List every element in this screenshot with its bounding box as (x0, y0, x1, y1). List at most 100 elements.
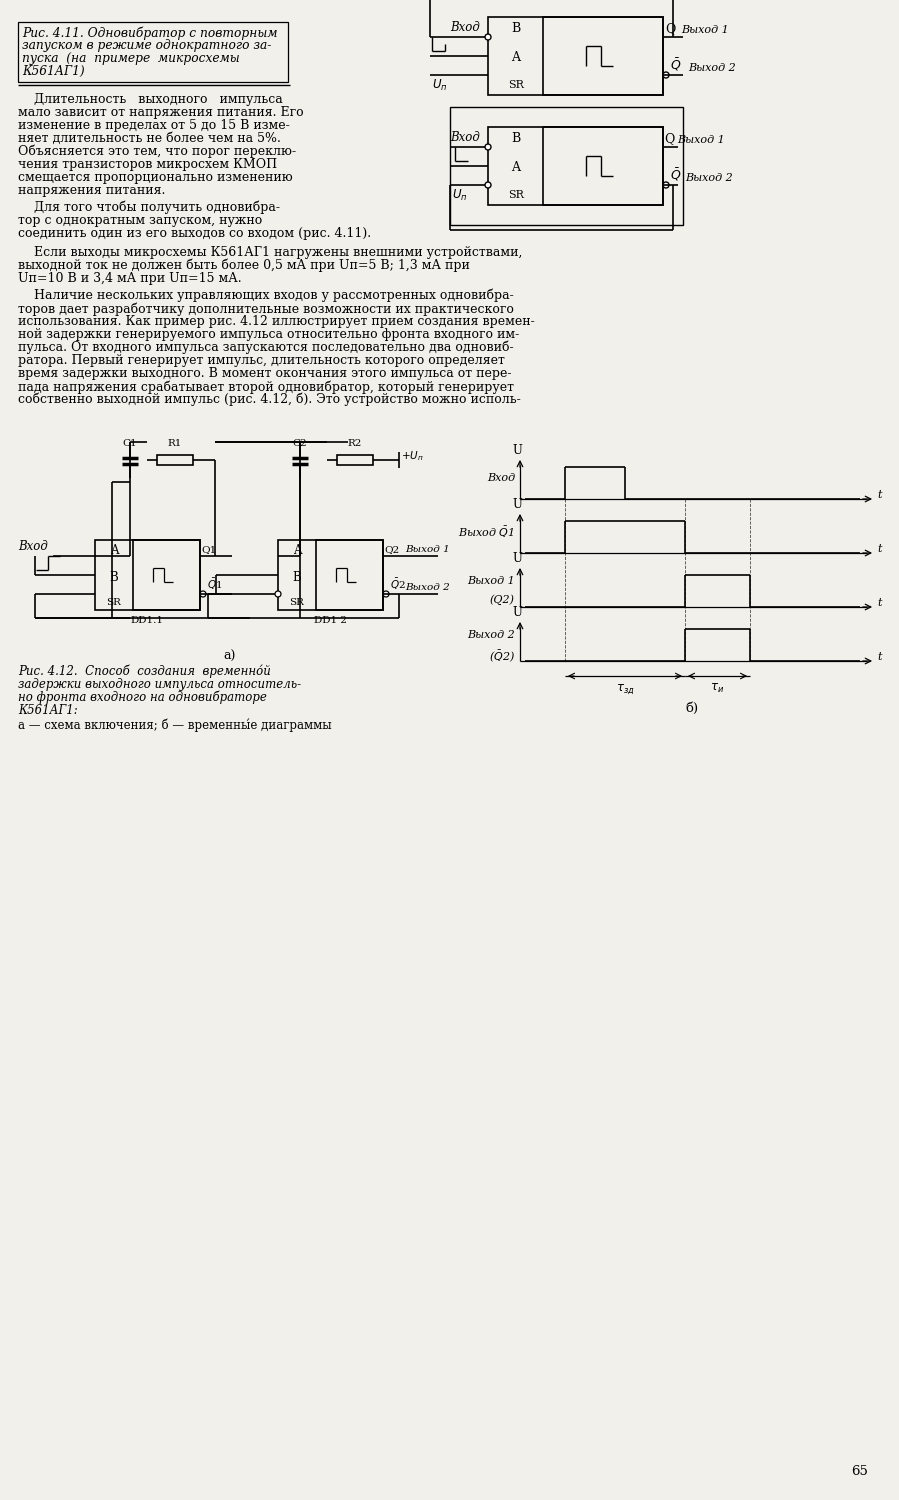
Text: ной задержки генерируемого импульса относительно фронта входного им-: ной задержки генерируемого импульса отно… (18, 328, 520, 340)
Text: Для того чтобы получить одновибра-: Для того чтобы получить одновибра- (18, 201, 280, 214)
Text: Выход 1: Выход 1 (467, 576, 515, 586)
Text: t: t (877, 544, 882, 554)
Text: Выход $\bar{Q}$1: Выход $\bar{Q}$1 (458, 525, 515, 540)
Text: а): а) (224, 650, 236, 663)
Text: t: t (877, 652, 882, 662)
Bar (95, 540, 200, 610)
Circle shape (663, 72, 669, 78)
Text: Q1: Q1 (201, 544, 217, 554)
Text: t: t (877, 598, 882, 608)
Text: A: A (512, 160, 521, 174)
Text: Наличие нескольких управляющих входов у рассмотренных одновибра-: Наличие нескольких управляющих входов у … (18, 290, 513, 303)
Text: A: A (512, 51, 521, 64)
Text: Вход: Вход (450, 130, 480, 144)
Text: Вход: Вход (487, 472, 515, 483)
Circle shape (383, 591, 389, 597)
Bar (18, 22, 288, 82)
Text: К561АГ1:: К561АГ1: (18, 704, 77, 717)
Bar (488, 128, 663, 206)
Circle shape (485, 144, 491, 150)
Text: пада напряжения срабатывает второй одновибратор, который генерирует: пада напряжения срабатывает второй однов… (18, 380, 514, 393)
Bar (278, 540, 383, 610)
Bar (450, 106, 683, 225)
Text: $\bar{Q}$: $\bar{Q}$ (670, 166, 681, 183)
Bar (133, 540, 200, 610)
Text: (Q2): (Q2) (490, 594, 515, 604)
Text: запуском в режиме однократного за-: запуском в режиме однократного за- (22, 39, 271, 53)
Text: DD1.1: DD1.1 (130, 616, 164, 626)
Bar (337, 454, 373, 465)
Circle shape (485, 182, 491, 188)
Text: тор с однократным запуском, нужно: тор с однократным запуском, нужно (18, 214, 263, 226)
Text: $\bar{Q}$1: $\bar{Q}$1 (207, 578, 222, 592)
Bar (543, 128, 663, 206)
Text: соединить один из его выходов со входом (рис. 4.11).: соединить один из его выходов со входом … (18, 226, 371, 240)
Text: торов дает разработчику дополнительные возможности их практического: торов дает разработчику дополнительные в… (18, 302, 514, 315)
Text: К561АГ1): К561АГ1) (22, 64, 85, 78)
Text: Вход: Вход (18, 540, 48, 554)
Text: $+U_п$: $+U_п$ (401, 448, 423, 464)
Text: B: B (512, 132, 521, 146)
Text: Выход 1: Выход 1 (681, 26, 729, 34)
Text: $\bar{Q}$2: $\bar{Q}$2 (390, 578, 405, 592)
Text: C2: C2 (293, 440, 307, 448)
Circle shape (200, 591, 206, 597)
Text: Рис. 4.11. Одновибратор с повторным: Рис. 4.11. Одновибратор с повторным (22, 26, 278, 39)
Text: Выход 2: Выход 2 (685, 172, 733, 183)
Text: $\bar{Q}$: $\bar{Q}$ (670, 57, 681, 74)
Text: ($\bar{Q}$2): ($\bar{Q}$2) (489, 648, 515, 663)
Text: время задержки выходного. В момент окончания этого импульса от пере-: время задержки выходного. В момент оконч… (18, 368, 512, 380)
Text: Выход 2: Выход 2 (467, 630, 515, 640)
Text: SR: SR (508, 80, 524, 90)
Text: Рис. 4.12.  Способ  создания  временно́й: Рис. 4.12. Способ создания временно́й (18, 664, 271, 678)
Text: B: B (512, 22, 521, 34)
Text: Выход 1: Выход 1 (405, 544, 450, 554)
Text: пуска  (на  примере  микросхемы: пуска (на примере микросхемы (22, 53, 240, 64)
Bar (157, 454, 193, 465)
Circle shape (663, 182, 669, 188)
Text: Uп=10 В и 3,4 мА при Uп=15 мА.: Uп=10 В и 3,4 мА при Uп=15 мА. (18, 272, 242, 285)
Text: t: t (877, 490, 882, 500)
Text: Выход 1: Выход 1 (677, 135, 725, 146)
Text: $\tau_{зд}$: $\tau_{зд}$ (616, 682, 635, 696)
Text: задержки выходного импульса относитель-: задержки выходного импульса относитель- (18, 678, 301, 692)
Text: B: B (293, 572, 301, 584)
Text: SR: SR (289, 598, 305, 608)
Text: собственно выходной импульс (рис. 4.12, б). Это устройство можно исполь-: собственно выходной импульс (рис. 4.12, … (18, 393, 521, 406)
Text: Если выходы микросхемы К561АГ1 нагружены внешними устройствами,: Если выходы микросхемы К561АГ1 нагружены… (18, 246, 522, 259)
Text: 65: 65 (851, 1466, 868, 1478)
Text: U: U (512, 552, 522, 566)
Text: использования. Как пример рис. 4.12 иллюстрирует прием создания времен-: использования. Как пример рис. 4.12 иллю… (18, 315, 535, 328)
Text: Вход: Вход (450, 21, 480, 34)
Text: Объясняется это тем, что порог переклю-: Объясняется это тем, что порог переклю- (18, 146, 296, 159)
Text: Q2: Q2 (384, 544, 399, 554)
Text: SR: SR (508, 190, 524, 200)
Circle shape (485, 34, 491, 40)
Text: няет длительность не более чем на 5%.: няет длительность не более чем на 5%. (18, 132, 280, 146)
Text: Q: Q (664, 132, 674, 146)
Text: Q: Q (665, 22, 675, 34)
Text: изменение в пределах от 5 до 15 В изме-: изменение в пределах от 5 до 15 В изме- (18, 118, 289, 132)
Text: R2: R2 (348, 440, 362, 448)
Text: б): б) (685, 702, 699, 715)
Text: DD1 2: DD1 2 (314, 616, 346, 626)
Bar (488, 16, 663, 94)
Text: R1: R1 (168, 440, 182, 448)
Text: мало зависит от напряжения питания. Его: мало зависит от напряжения питания. Его (18, 106, 304, 118)
Text: а — схема включения; б — временны́е диаграммы: а — схема включения; б — временны́е диаг… (18, 718, 332, 732)
Bar (543, 16, 663, 94)
Text: U: U (512, 606, 522, 619)
Text: Выход 2: Выход 2 (688, 63, 735, 74)
Text: Длительность   выходного   импульса: Длительность выходного импульса (18, 93, 283, 106)
Circle shape (275, 591, 281, 597)
Text: $U_{п}$: $U_{п}$ (452, 188, 467, 202)
Text: C1: C1 (122, 440, 138, 448)
Text: пульса. От входного импульса запускаются последовательно два одновиб-: пульса. От входного импульса запускаются… (18, 340, 513, 354)
Text: B: B (110, 572, 119, 584)
Text: SR: SR (107, 598, 121, 608)
Text: ратора. Первый генерирует импульс, длительность которого определяет: ратора. Первый генерирует импульс, длите… (18, 354, 505, 368)
Text: но фронта входного на одновибраторе: но фронта входного на одновибраторе (18, 692, 267, 705)
Text: выходной ток не должен быть более 0,5 мА при Uп=5 В; 1,3 мА при: выходной ток не должен быть более 0,5 мА… (18, 260, 470, 273)
Text: $U_{п}$: $U_{п}$ (432, 78, 448, 93)
Text: напряжения питания.: напряжения питания. (18, 184, 165, 196)
